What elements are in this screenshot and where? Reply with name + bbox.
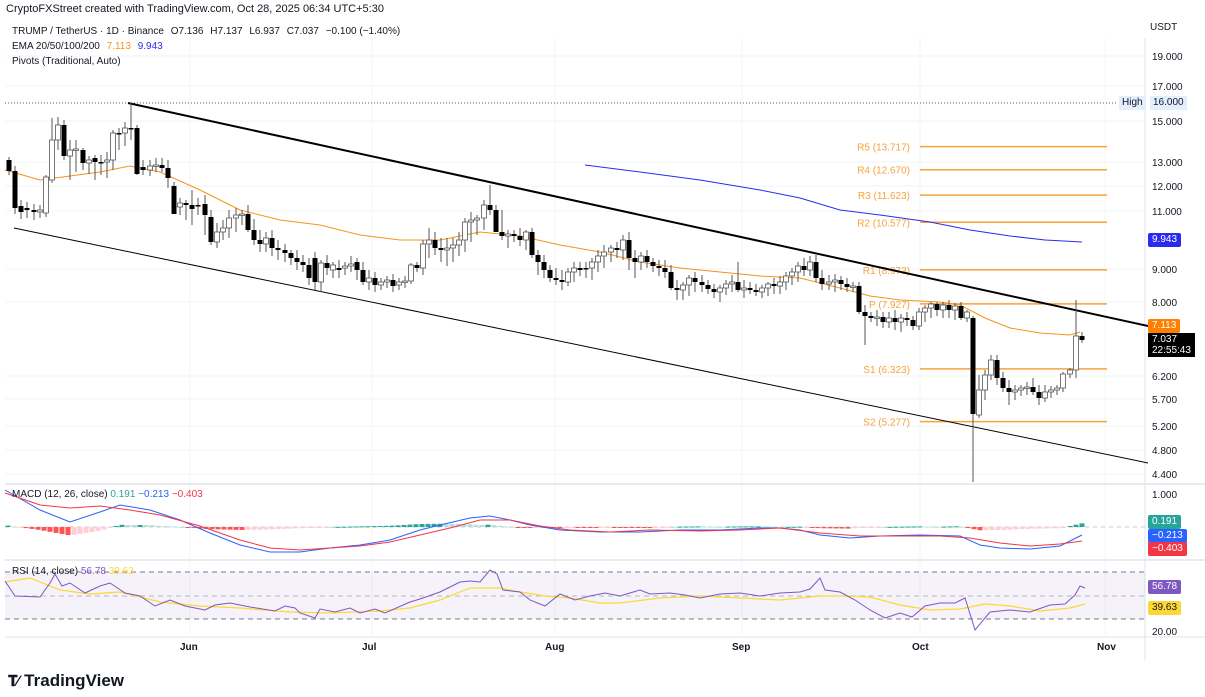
- month-oct: Oct: [912, 642, 929, 653]
- last-price-value: 7.037: [1152, 334, 1178, 345]
- ohlc-low: L6.937: [249, 26, 280, 37]
- chart-legend: TRUMP / TetherUS · 1D · Binance O7.136 H…: [12, 24, 404, 69]
- svg-text:19.000: 19.000: [1152, 52, 1183, 63]
- rsi-label[interactable]: RSI (14, close): [12, 566, 79, 577]
- svg-text:S2 (5.277): S2 (5.277): [863, 418, 910, 429]
- svg-text:13.000: 13.000: [1152, 158, 1183, 169]
- rsi-pane: [4, 569, 1145, 632]
- month-aug: Aug: [545, 642, 565, 653]
- rsi-value: 56.78: [80, 566, 106, 577]
- rsi-ma-value: 39.63: [108, 566, 134, 577]
- svg-text:P (7.927): P (7.927): [869, 300, 910, 311]
- symbol-title[interactable]: TRUMP / TetherUS · 1D · Binance: [12, 26, 164, 37]
- rsi-legend: RSI (14, close) 56.78 39.63: [12, 566, 134, 577]
- svg-text:4.800: 4.800: [1152, 446, 1177, 457]
- ema200-price-tag: 9.943: [1148, 233, 1182, 247]
- svg-text:R4 (12.670): R4 (12.670): [857, 166, 910, 177]
- ema-row: EMA 20/50/100/200 7.113 9.943: [12, 39, 404, 54]
- high-label: High: [1119, 96, 1146, 110]
- svg-text:5.700: 5.700: [1152, 395, 1177, 406]
- high-value: 16.000: [1150, 96, 1187, 110]
- chart-credit: CryptoFXStreet created with TradingView.…: [6, 3, 384, 15]
- last-price-tag: 7.037 22:55:43: [1148, 333, 1195, 357]
- svg-text:R5 (13.717): R5 (13.717): [857, 143, 910, 154]
- ema20-value: 7.113: [106, 41, 131, 52]
- macd-line-tag: −0.213: [1148, 529, 1187, 543]
- countdown-value: 22:55:43: [1152, 345, 1191, 356]
- ohlc-change: −0.100 (−1.40%): [325, 26, 401, 37]
- month-sep: Sep: [732, 642, 751, 653]
- ohlc-close: C7.037: [286, 26, 319, 37]
- ema20-price-tag: 7.113: [1148, 319, 1181, 333]
- pivots-row: Pivots (Traditional, Auto): [12, 54, 404, 69]
- tradingview-brand[interactable]: 𝐓∕ TradingView: [8, 671, 124, 691]
- macd-signal-value: −0.403: [171, 489, 203, 500]
- svg-text:4.400: 4.400: [1152, 470, 1177, 481]
- month-jul: Jul: [362, 642, 377, 653]
- pivot-lines: R5 (13.717) R4 (12.670) R3 (11.623) R2 (10.…: [857, 143, 1107, 429]
- candles: [6, 103, 1085, 482]
- svg-text:11.000: 11.000: [1152, 207, 1182, 218]
- svg-text:6.200: 6.200: [1152, 372, 1177, 383]
- trendlines: [13, 102, 1149, 464]
- ema200-value: 9.943: [137, 41, 163, 52]
- ema-label[interactable]: EMA 20/50/100/200: [12, 41, 100, 52]
- macd-pane: [4, 489, 1145, 553]
- ohlc-high: H7.137: [210, 26, 243, 37]
- month-jun: Jun: [180, 642, 198, 653]
- svg-text:5.200: 5.200: [1152, 422, 1177, 433]
- svg-text:9.000: 9.000: [1152, 265, 1177, 276]
- pivots-label[interactable]: Pivots (Traditional, Auto): [12, 56, 121, 67]
- grid-lines: [5, 38, 1205, 660]
- tradingview-logo-icon: 𝐓∕: [8, 672, 19, 690]
- rsi-value-tag: 56.78: [1148, 580, 1182, 594]
- ohlc-open: O7.136: [170, 26, 204, 37]
- svg-text:20.00: 20.00: [1152, 627, 1177, 638]
- svg-text:8.000: 8.000: [1152, 298, 1177, 309]
- svg-text:17.000: 17.000: [1152, 82, 1183, 93]
- symbol-row: TRUMP / TetherUS · 1D · Binance O7.136 H…: [12, 24, 404, 39]
- macd-label[interactable]: MACD (12, 26, close): [12, 489, 108, 500]
- macd-signal-tag: −0.403: [1148, 542, 1187, 556]
- svg-text:R2 (10.577): R2 (10.577): [857, 218, 910, 229]
- rsi-ma-tag: 39.63: [1148, 601, 1182, 615]
- svg-text:1.000: 1.000: [1152, 490, 1177, 501]
- svg-text:15.000: 15.000: [1152, 117, 1183, 128]
- brand-name: TradingView: [24, 671, 124, 690]
- macd-hist-tag: 0.191: [1148, 515, 1182, 529]
- svg-text:R1 (8.973): R1 (8.973): [863, 266, 910, 277]
- macd-legend: MACD (12, 26, close) 0.191 −0.213 −0.403: [12, 489, 203, 500]
- macd-hist-value: 0.191: [110, 489, 136, 500]
- svg-text:R3 (11.623): R3 (11.623): [858, 191, 910, 202]
- svg-text:12.000: 12.000: [1152, 182, 1183, 193]
- currency-label[interactable]: USDT: [1150, 22, 1178, 33]
- month-nov: Nov: [1097, 642, 1116, 653]
- price-axis: 19.000 17.000 15.000 13.000 12.000 11.000 9.00…: [1152, 52, 1183, 638]
- svg-text:S1 (6.323): S1 (6.323): [863, 365, 910, 376]
- macd-line-value: −0.213: [138, 489, 170, 500]
